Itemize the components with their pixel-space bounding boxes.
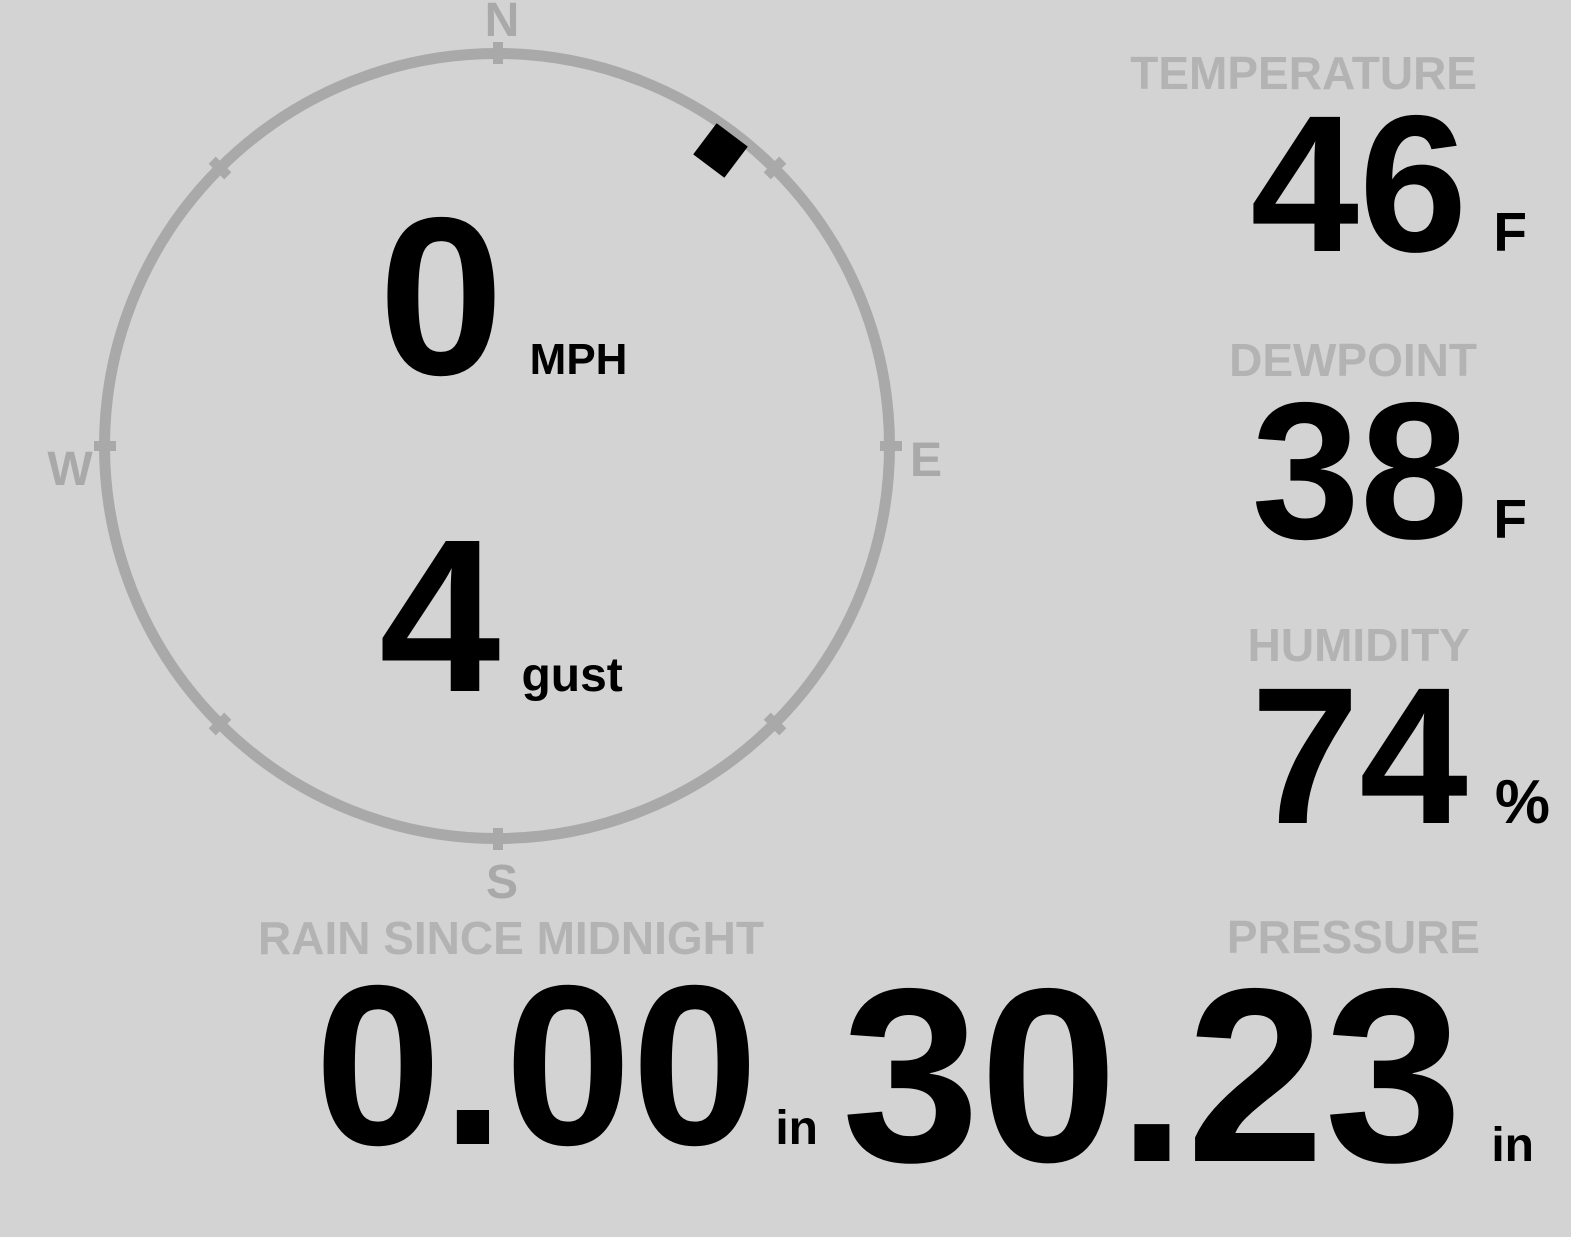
dewpoint-value: 38 (1251, 362, 1469, 580)
temperature-value-row: 46 F (1250, 87, 1527, 282)
dewpoint-label: DEWPOINT (1229, 334, 1477, 386)
humidity-stat: HUMIDITY 74 % (1248, 622, 1550, 854)
compass-tick-w (93, 441, 116, 451)
dewpoint-stat: DEWPOINT 38 F (1229, 337, 1527, 569)
humidity-value-row: 74 % (1251, 659, 1550, 854)
rain-since-midnight-stat: RAIN SINCE MIDNIGHT 0.00 in (258, 915, 818, 1180)
temperature-label: TEMPERATURE (1130, 47, 1477, 99)
humidity-label: HUMIDITY (1247, 619, 1470, 671)
rain-value-row: 0.00 in (315, 952, 818, 1180)
humidity-unit: % (1494, 768, 1550, 837)
pressure-stat: PRESSURE 30.23 in (842, 914, 1534, 1199)
compass-cardinal-south: S (485, 856, 519, 909)
rain-value: 0.00 (314, 939, 759, 1193)
wind-gust-value: 4 (379, 495, 501, 738)
pressure-unit: in (1491, 1119, 1534, 1172)
humidity-value: 74 (1250, 647, 1468, 865)
pressure-value: 30.23 (841, 936, 1463, 1214)
wind-gust-unit: gust (521, 649, 623, 702)
temperature-value: 46 (1250, 75, 1468, 293)
compass-cardinal-east: E (909, 434, 943, 487)
dewpoint-unit: F (1493, 488, 1527, 550)
wind-speed-value: 0 (378, 170, 504, 422)
dewpoint-value-row: 38 F (1251, 374, 1527, 569)
compass-tick-e (879, 441, 902, 451)
wind-gust-reading: 4 gust (379, 508, 623, 726)
rain-unit: in (775, 1102, 818, 1155)
temperature-stat: TEMPERATURE 46 F (1130, 50, 1527, 282)
rain-since-midnight-label: RAIN SINCE MIDNIGHT (258, 912, 764, 964)
compass-cardinal-north: N (484, 0, 520, 47)
compass-tick-s (492, 828, 503, 850)
compass-tick-n (492, 42, 503, 64)
wind-speed-unit: MPH (529, 335, 628, 384)
compass-cardinal-west: W (47, 443, 93, 496)
wind-speed-reading: 0 MPH (379, 184, 628, 409)
pressure-value-row: 30.23 in (842, 951, 1534, 1199)
pressure-label: PRESSURE (1226, 911, 1480, 963)
temperature-unit: F (1493, 201, 1527, 263)
